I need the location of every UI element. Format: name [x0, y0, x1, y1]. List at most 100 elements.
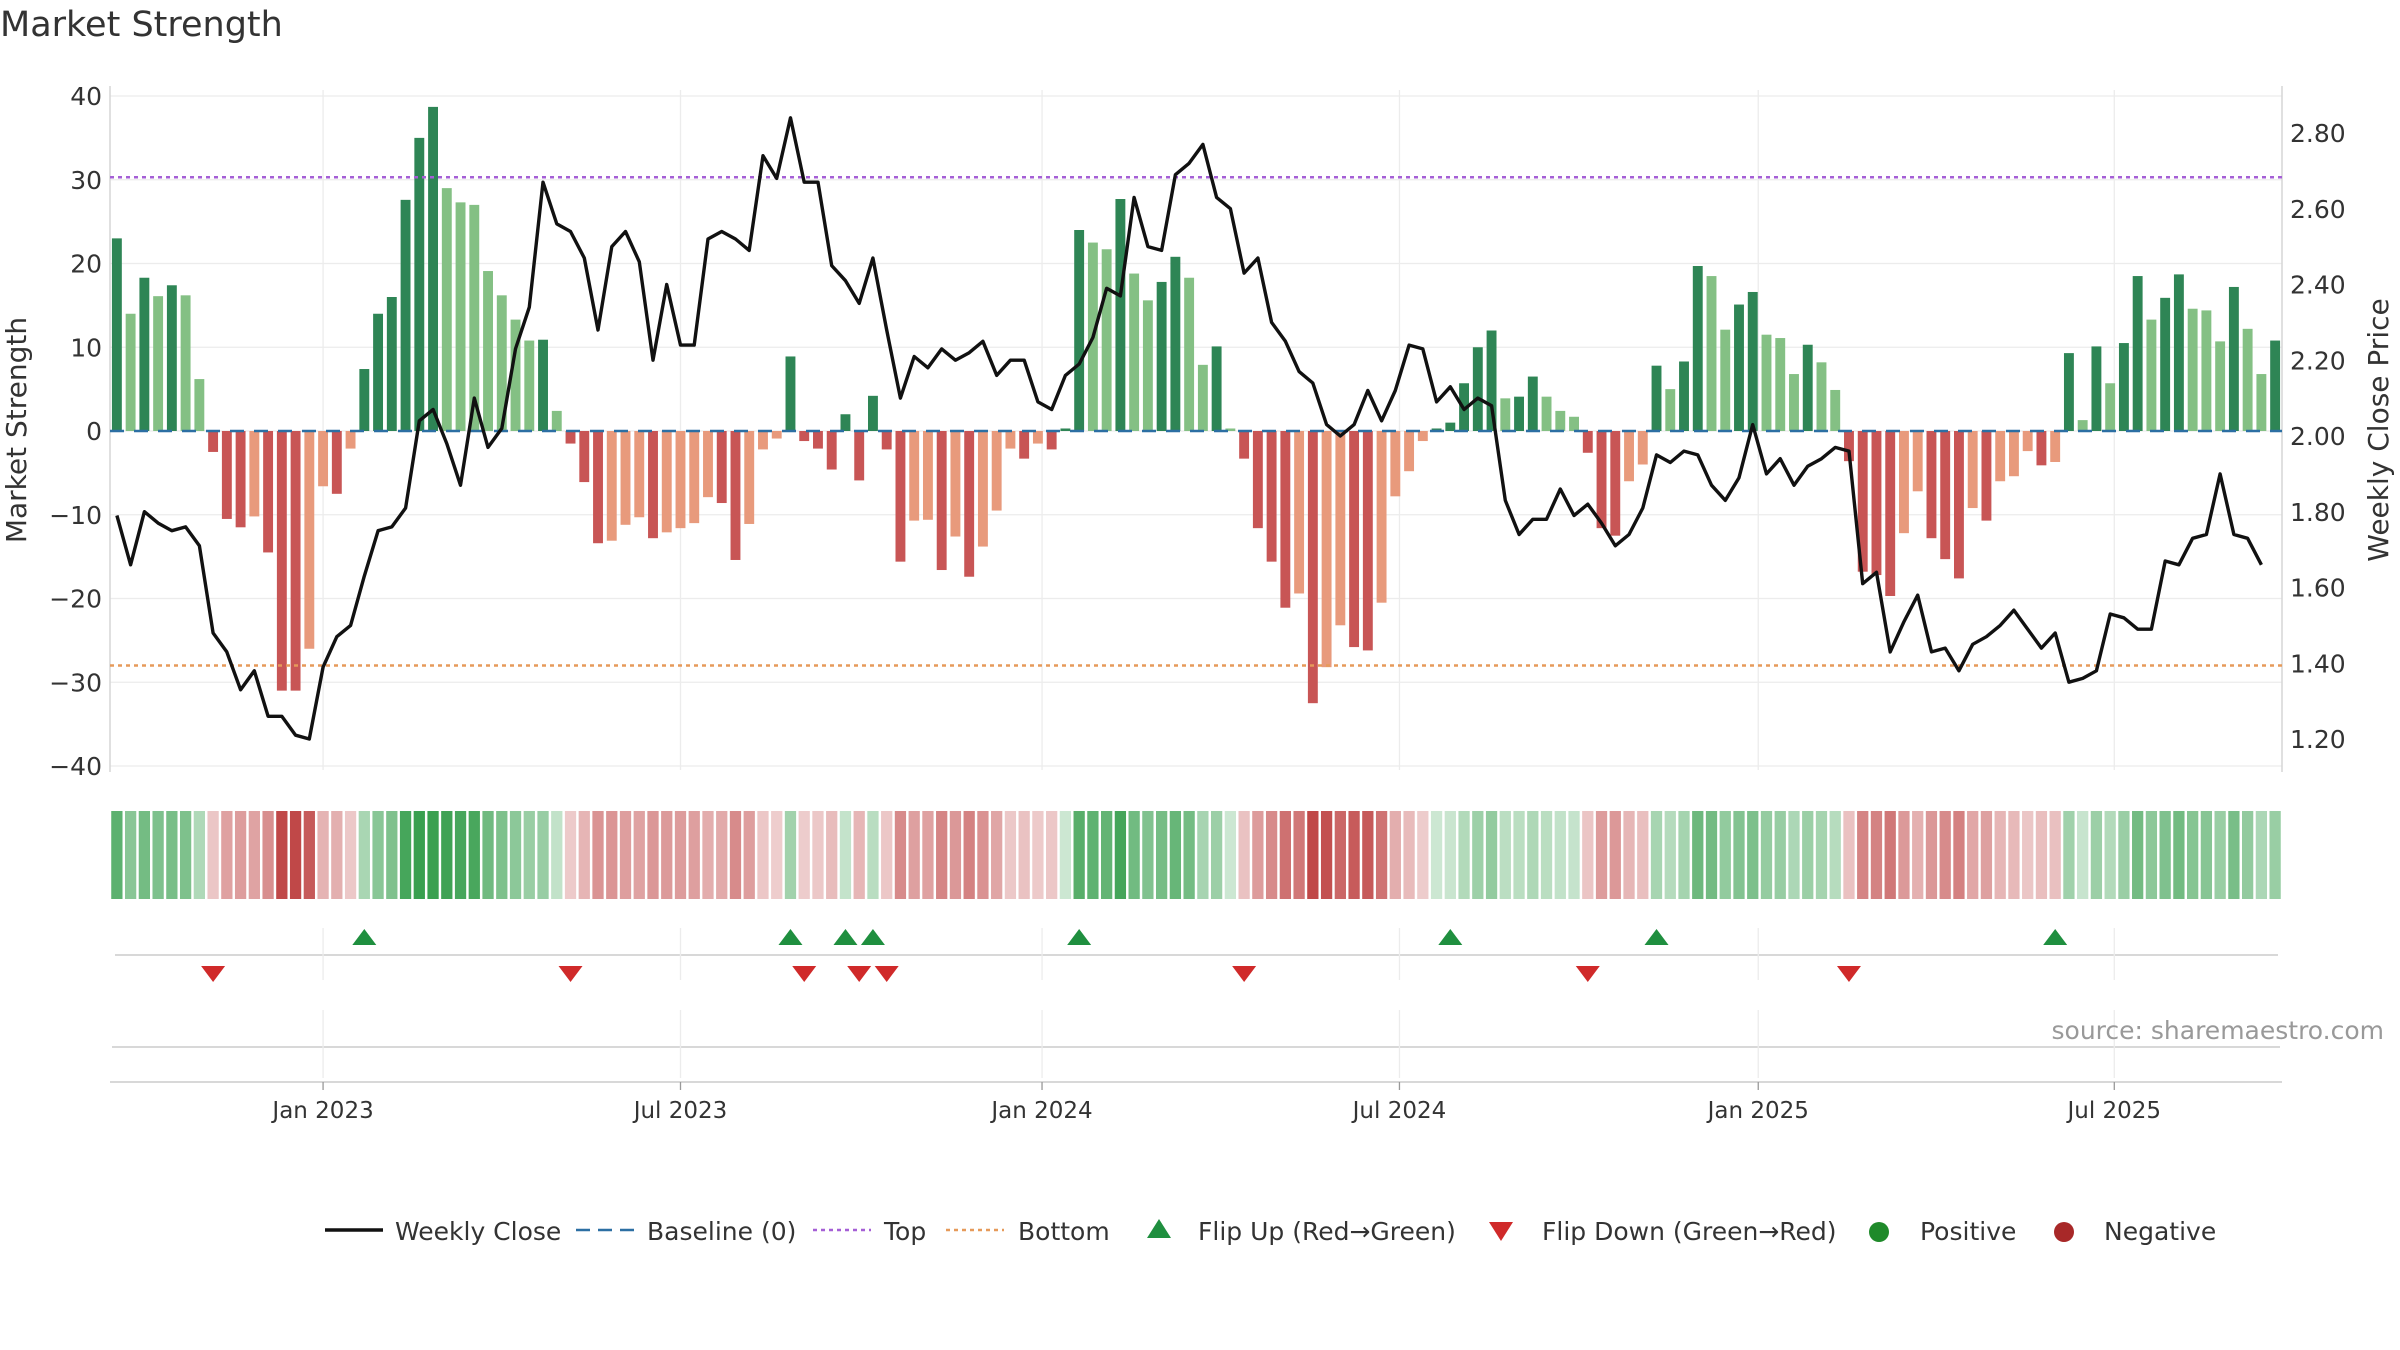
strip-cell: [771, 811, 783, 899]
strength-bar: [345, 431, 356, 449]
flip-markers-panel: [115, 928, 2278, 982]
strip-cell: [166, 811, 178, 899]
strip-cell: [1389, 811, 1401, 899]
strip-cell: [2063, 811, 2075, 899]
strip-cell: [1403, 811, 1415, 899]
strength-bar: [125, 313, 136, 431]
strength-bar: [895, 431, 906, 562]
strip-cell: [1032, 811, 1044, 899]
y2-tick-label: 2.20: [2290, 346, 2346, 375]
strength-bar: [2256, 374, 2267, 431]
strength-bar: [1005, 431, 1016, 449]
strength-bar: [538, 339, 548, 431]
strip-cell: [1788, 811, 1800, 899]
strength-bar: [1500, 398, 1511, 431]
strength-bar: [1720, 329, 1731, 431]
strength-bar: [1060, 428, 1071, 431]
strip-cell: [977, 811, 989, 899]
strength-bar: [1307, 431, 1318, 704]
strip-cell: [317, 811, 329, 899]
strip-cell: [1829, 811, 1841, 899]
strength-bar: [1555, 410, 1566, 431]
strength-heat-strip: [111, 811, 2281, 899]
strength-bar: [1280, 431, 1291, 608]
strength-bar: [221, 431, 232, 519]
strength-bar: [469, 204, 480, 431]
strip-cell: [1087, 811, 1099, 899]
strip-cell: [427, 811, 439, 899]
strip-cell: [2269, 811, 2281, 899]
strength-bar: [730, 431, 741, 560]
strip-cell: [702, 811, 714, 899]
strength-bar: [1816, 362, 1827, 431]
strip-cell: [1898, 811, 1910, 899]
flip-up-marker: [1067, 929, 1092, 945]
strength-bar: [1569, 416, 1579, 431]
strength-bar: [1624, 431, 1634, 482]
strength-bar: [1321, 431, 1332, 668]
strength-bar: [2105, 383, 2116, 431]
strip-cell: [1678, 811, 1690, 899]
strip-cell: [276, 811, 288, 899]
strength-bar: [661, 431, 672, 533]
strength-bar: [1376, 431, 1387, 603]
strip-cell: [1224, 811, 1237, 899]
reference-lines: [110, 176, 2282, 667]
strip-cell: [1705, 811, 1718, 899]
strength-bar: [1170, 256, 1181, 431]
strip-cell: [1252, 811, 1264, 899]
strength-bar: [1156, 281, 1167, 431]
legend-negative-label: Negative: [2104, 1217, 2216, 1246]
legend-positive-label: Positive: [1920, 1217, 2016, 1246]
strength-bar: [1734, 304, 1744, 431]
strip-cell: [1004, 811, 1017, 899]
strip-cell: [2077, 811, 2089, 899]
strip-cell: [1733, 811, 1745, 899]
strength-bar: [1252, 431, 1263, 529]
strength-bar: [1541, 396, 1552, 431]
strip-cell: [1857, 811, 1869, 899]
strip-cell: [344, 811, 357, 899]
strength-bar: [1197, 364, 1208, 431]
strip-cell: [1870, 811, 1883, 899]
strength-bar: [1294, 431, 1305, 594]
strip-cell: [784, 811, 797, 899]
strip-cell: [2187, 811, 2199, 899]
strip-cell: [468, 811, 480, 899]
y-tick-label: 40: [70, 82, 102, 111]
strip-cell: [1334, 811, 1346, 899]
strength-bar: [510, 319, 521, 431]
strength-bar: [1775, 338, 1786, 431]
strip-cell: [482, 811, 494, 899]
chart-title: Market Strength: [0, 5, 283, 45]
strength-bar: [276, 431, 287, 691]
flip-down-marker: [847, 966, 872, 982]
strip-cell: [1197, 811, 1209, 899]
strength-bar: [1129, 273, 1140, 431]
strength-bar: [441, 188, 452, 431]
strength-bar: [758, 431, 768, 450]
strip-cell: [1760, 811, 1773, 899]
strength-bar: [1101, 249, 1112, 431]
y2-tick-label: 2.00: [2290, 422, 2346, 451]
strip-cell: [1472, 811, 1484, 899]
strength-bar: [1404, 431, 1415, 472]
strip-cell: [1994, 811, 2006, 899]
legend-flip-up-icon: [1147, 1219, 1171, 1238]
strip-cell: [826, 811, 838, 899]
strength-bar: [579, 431, 590, 483]
strength-bar: [386, 297, 397, 431]
strength-bar: [991, 431, 1002, 511]
strength-bar: [1954, 431, 1964, 579]
strip-cell: [606, 811, 618, 899]
flip-up-marker: [860, 929, 885, 945]
strength-bar: [1019, 431, 1030, 459]
date-axis: Jan 2023 Jul 2023 Jan 2024 Jul 2024 Jan 2025…: [110, 1081, 2282, 1124]
strength-bar: [1349, 431, 1360, 648]
strength-bar: [1486, 330, 1497, 431]
strength-bar: [922, 431, 933, 520]
strength-bar: [1926, 431, 1937, 539]
strength-bar: [1225, 428, 1236, 431]
strength-bar: [1761, 334, 1772, 431]
strength-bar: [208, 431, 219, 452]
